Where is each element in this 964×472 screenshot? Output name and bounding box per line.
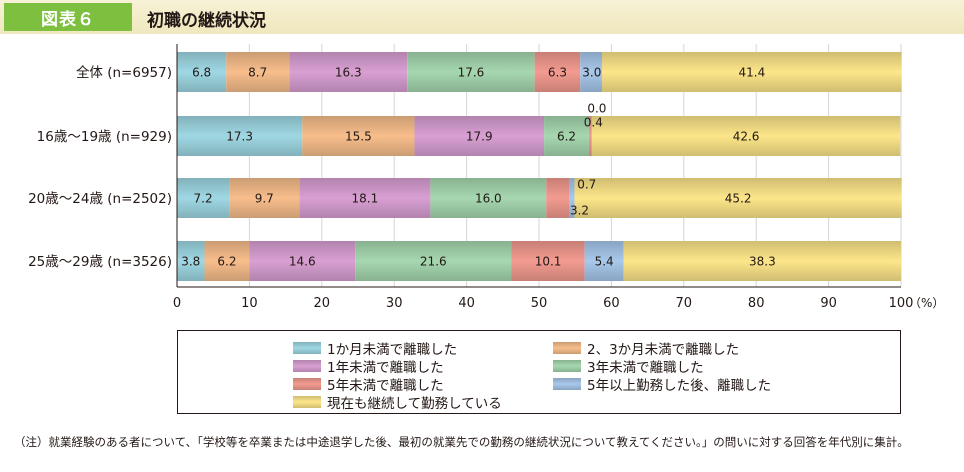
data-label-0-0: 6.8 — [192, 66, 211, 80]
data-label-3-3: 21.6 — [420, 255, 447, 269]
data-label-2-0: 7.2 — [194, 192, 213, 206]
bar-segment-2-1 — [229, 178, 300, 218]
legend-label-0: 1か月未満で離職した — [327, 341, 458, 358]
bar-segment-2-3 — [430, 178, 547, 218]
data-label-2-4: 3.2 — [570, 204, 589, 218]
bar-segment-0-2 — [289, 52, 408, 92]
data-label-3-5: 5.4 — [595, 255, 614, 269]
bar-segment-1-6 — [591, 116, 901, 156]
bar-segment-2-0 — [177, 178, 230, 218]
data-label-1-5: 0.0 — [587, 102, 606, 116]
legend-item-0: 1か月未満で離職した — [293, 339, 458, 358]
x-tick-label-8: 80 — [748, 296, 765, 311]
bar-segment-1-2 — [414, 116, 545, 156]
legend-swatch-1 — [553, 341, 581, 354]
bar-segment-0-0 — [177, 52, 227, 92]
bar-segment-0-3 — [407, 52, 535, 92]
legend-swatch-6 — [293, 395, 321, 408]
bar-segment-0-5 — [580, 52, 602, 92]
bar-segment-0-4 — [534, 52, 581, 92]
legend-label-4: 5年未満で離職した — [327, 377, 444, 394]
bar-segment-1-3 — [544, 116, 589, 156]
bar-segment-3-1 — [204, 241, 250, 281]
data-label-1-1: 15.5 — [345, 130, 372, 144]
x-tick-label-7: 70 — [676, 296, 693, 311]
bar-segment-1-1 — [302, 116, 415, 156]
bar-segment-0-6 — [601, 52, 902, 92]
category-label-0: 全体 (n=6957) — [76, 64, 172, 81]
legend-swatch-2 — [293, 359, 321, 372]
x-tick-label-10: 100 — [889, 296, 914, 311]
bar-segment-0-1 — [226, 52, 290, 92]
data-label-0-2: 16.3 — [335, 66, 362, 80]
x-tick-label-2: 20 — [314, 296, 331, 311]
data-label-0-6: 41.4 — [738, 66, 765, 80]
legend-label-5: 5年以上勤務した後、離職した — [587, 377, 772, 394]
category-label-2: 20歳〜24歳 (n=2502) — [28, 191, 172, 207]
legend-label-1: 2、3か月未満で離職した — [587, 341, 740, 358]
x-tick-label-5: 50 — [531, 296, 548, 311]
data-label-2-3: 16.0 — [475, 192, 502, 206]
bar-segment-2-5 — [569, 178, 575, 218]
data-label-3-0: 3.8 — [181, 255, 200, 269]
bar-segment-3-6 — [623, 241, 901, 281]
x-tick-label-3: 30 — [386, 296, 403, 311]
bar-segment-2-2 — [299, 178, 431, 218]
x-axis-unit-label: （%） — [909, 296, 944, 310]
x-tick-label-1: 10 — [241, 296, 258, 311]
bar-segment-1-4 — [588, 116, 592, 156]
bar-segment-1-0 — [177, 116, 303, 156]
data-label-3-1: 6.2 — [217, 255, 236, 269]
legend-item-4: 5年未満で離職した — [293, 375, 444, 394]
data-label-0-3: 17.6 — [458, 66, 485, 80]
bar-segment-3-3 — [355, 241, 512, 281]
footnote: （注）就業経験のある者について、「学校等を卒業または中途退学した後、最初の就業先… — [14, 435, 909, 449]
data-label-1-6: 42.6 — [733, 130, 760, 144]
bar-segment-2-4 — [546, 178, 570, 218]
data-label-2-6: 45.2 — [725, 192, 752, 206]
data-label-0-1: 8.7 — [248, 66, 267, 80]
legend-item-2: 1年未満で離職した — [293, 357, 444, 376]
legend-item-6: 現在も継続して勤務している — [293, 393, 502, 412]
category-label-3: 25歳〜29歳 (n=3526) — [28, 254, 172, 270]
figure-title: 初職の継続状況 — [147, 11, 266, 31]
x-tick-label-4: 40 — [458, 296, 475, 311]
bar-segment-3-0 — [177, 241, 205, 281]
data-label-0-4: 6.3 — [548, 66, 567, 80]
data-label-1-0: 17.3 — [226, 130, 253, 144]
legend-item-3: 3年未満で離職した — [553, 357, 704, 376]
legend-label-3: 3年未満で離職した — [587, 359, 704, 376]
legend-item-1: 2、3か月未満で離職した — [553, 339, 740, 358]
legend-swatch-4 — [293, 377, 321, 390]
legend-item-5: 5年以上勤務した後、離職した — [553, 375, 772, 394]
legend: 1か月未満で離職した 2、3か月未満で離職した 1年未満で離職した 3年未満で離職した… — [177, 330, 901, 414]
category-label-1: 16歳〜19歳 (n=929) — [37, 129, 172, 145]
figure-number-badge: 図表６ — [4, 3, 132, 31]
data-label-3-6: 38.3 — [749, 255, 776, 269]
header-bar — [0, 0, 964, 34]
legend-label-6: 現在も継続して勤務している — [327, 395, 502, 412]
legend-swatch-3 — [553, 359, 581, 372]
data-label-3-4: 10.1 — [535, 255, 562, 269]
x-tick-label-0: 0 — [173, 296, 181, 311]
data-label-2-5: 0.7 — [577, 178, 596, 192]
x-tick-label-9: 90 — [820, 296, 837, 311]
data-label-2-2: 18.1 — [352, 192, 379, 206]
data-label-1-2: 17.9 — [466, 130, 493, 144]
legend-swatch-5 — [553, 377, 581, 390]
data-label-1-4: 0.4 — [584, 116, 603, 130]
bar-segment-2-6 — [574, 178, 902, 218]
data-label-2-1: 9.7 — [255, 192, 274, 206]
bar-segment-3-5 — [584, 241, 624, 281]
data-label-3-2: 14.6 — [289, 255, 316, 269]
data-label-0-5: 3.0 — [582, 66, 601, 80]
bar-segment-3-2 — [249, 241, 356, 281]
bar-segment-3-4 — [511, 241, 585, 281]
data-label-1-3: 6.2 — [557, 130, 576, 144]
legend-label-2: 1年未満で離職した — [327, 359, 444, 376]
legend-swatch-0 — [293, 341, 321, 354]
stacked-bar-chart: 6.8 8.7 16.3 17.6 6.3 3.0 41.4 17.3 15.5 17.9 6.2 0… — [28, 44, 944, 311]
x-tick-label-6: 60 — [603, 296, 620, 311]
